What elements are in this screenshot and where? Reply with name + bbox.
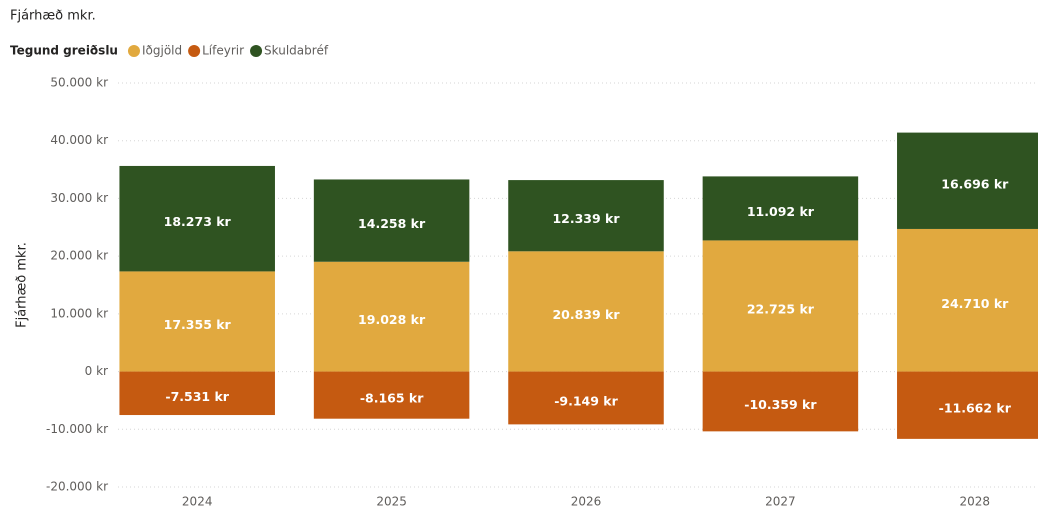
bar-segment [702,240,859,372]
bar-segment [313,261,470,372]
x-tick-label: 2024 [182,495,213,509]
y-tick-label: 30.000 kr [50,191,108,205]
legend-marker [127,45,140,57]
bar-segment [313,179,470,262]
x-tick-label: 2028 [960,495,991,509]
legend-title: Tegund greiðslu [10,44,118,58]
bar-segment [119,271,275,372]
y-axis-label: Fjárhæð mkr. [15,242,30,328]
chart-title: Fjárhæð mkr. [10,9,96,24]
data-label: -7.531 kr [165,389,229,404]
data-label: 22.725 kr [747,301,815,316]
bar-segment [897,132,1038,229]
bar-segment [897,371,1038,439]
data-label: -11.662 kr [939,401,1012,416]
bar-segment [702,371,859,432]
bar-segment [508,251,664,372]
x-tick-label: 2026 [571,495,602,509]
y-tick-label: 50.000 kr [50,76,108,90]
x-tick-label: 2025 [376,495,407,509]
data-label: -8.165 kr [360,391,424,406]
legend-label: Lífeyrir [202,44,244,58]
y-tick-label: 10.000 kr [50,306,108,320]
data-label: 20.839 kr [552,307,620,322]
bar-segment [508,371,664,425]
bar-segment [119,371,275,416]
data-label: 14.258 kr [358,216,426,231]
data-label: 16.696 kr [941,176,1009,191]
data-label: 11.092 kr [747,204,815,219]
bar-segment [702,176,859,241]
y-tick-label: 20.000 kr [50,249,108,263]
data-label: 12.339 kr [552,211,620,226]
legend-marker [250,45,263,57]
legend-label: Iðgjöld [142,44,182,58]
data-label: -9.149 kr [554,393,618,408]
y-tick-label: 0 kr [85,364,108,378]
bar-segment [119,165,275,272]
legend-label: Skuldabréf [264,44,329,58]
data-label: 17.355 kr [164,317,232,332]
data-label: -10.359 kr [744,397,817,412]
y-tick-label: 40.000 kr [50,133,108,147]
legend-marker [188,45,201,57]
data-label: 24.710 kr [941,296,1009,311]
bar-segment [508,180,664,252]
bar-segment [897,228,1038,372]
x-tick-label: 2027 [765,495,796,509]
y-tick-label: -20.000 kr [46,480,108,494]
y-tick-label: -10.000 kr [46,422,108,436]
bar-segment [313,371,470,419]
data-label: 19.028 kr [358,312,426,327]
data-label: 18.273 kr [164,214,232,229]
